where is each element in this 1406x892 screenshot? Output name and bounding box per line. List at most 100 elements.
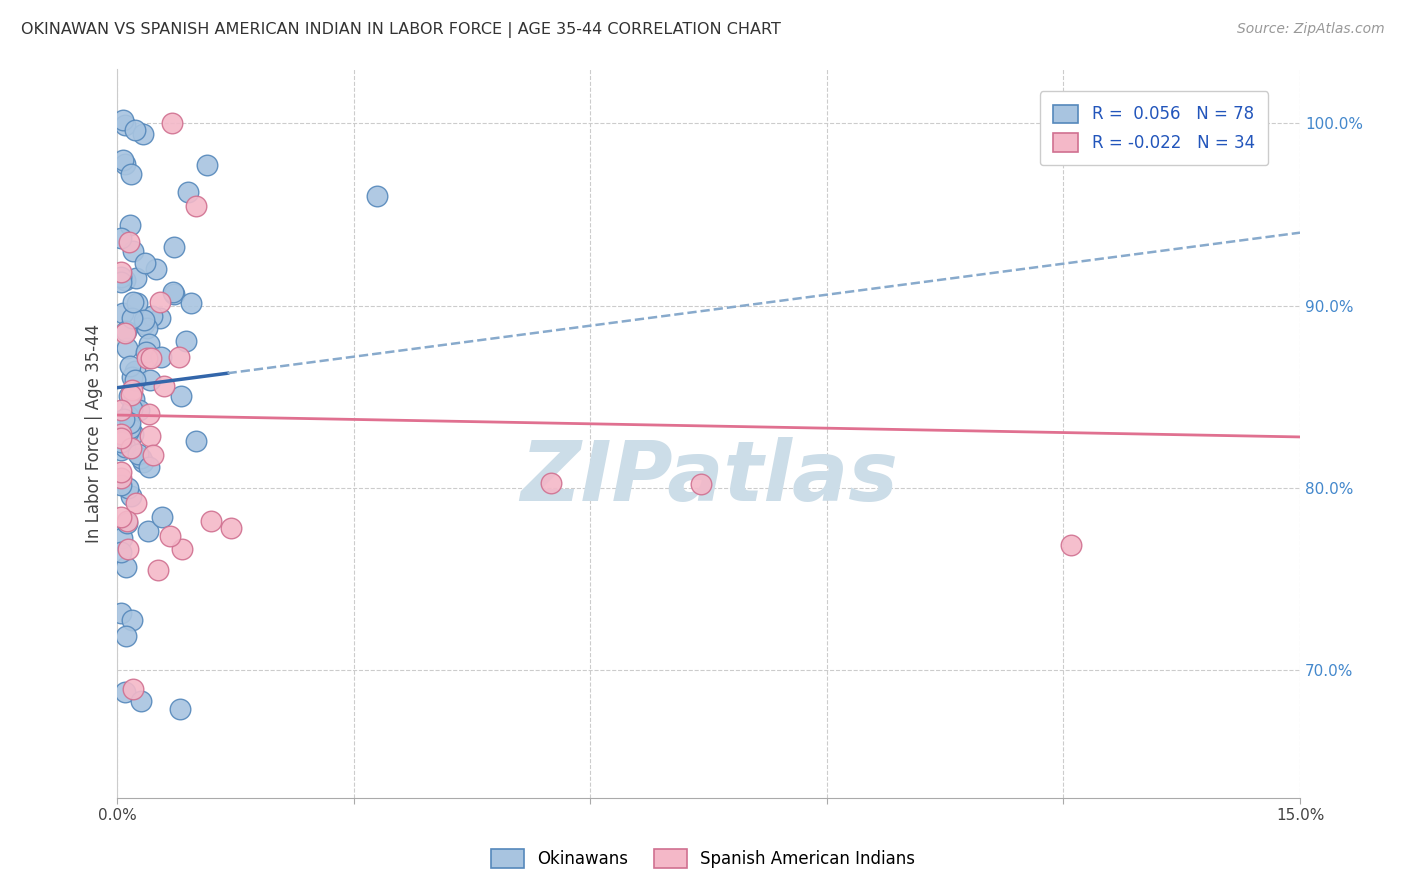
Point [121,311,143,326]
Point [139,351,162,365]
Point [127,296,149,310]
Point [124,373,146,387]
Point [120,441,142,455]
Text: ZIPatlas: ZIPatlas [520,436,897,517]
Point [118,235,141,250]
Point [149,294,172,309]
Point [162,116,184,130]
Point [118,218,141,232]
Point [138,459,160,474]
Point [121,401,143,416]
Point [121,383,143,397]
Point [129,694,152,708]
Point [163,240,186,254]
Point [128,403,150,417]
Point [111,531,134,545]
Point [117,481,139,495]
Point [197,158,219,172]
Point [146,563,169,577]
Point [121,427,143,442]
Point [115,516,138,530]
Point [118,416,141,430]
Point [112,153,135,168]
Point [114,441,136,455]
Point [117,341,139,355]
Point [135,344,157,359]
Point [110,510,132,524]
Point [132,317,155,331]
Point [134,313,156,327]
Point [219,521,242,535]
Point [145,261,167,276]
Point [110,478,132,492]
Point [117,541,139,556]
Point [167,350,190,364]
Point [110,269,132,284]
Point [115,630,138,644]
Point [110,545,132,559]
Point [114,326,136,341]
Point [110,426,132,441]
Point [1060,537,1083,551]
Point [135,351,157,366]
Point [366,189,388,203]
Point [120,359,142,374]
Point [114,157,136,171]
Point [120,403,142,417]
Point [163,287,186,301]
Text: OKINAWAN VS SPANISH AMERICAN INDIAN IN LABOR FORCE | AGE 35-44 CORRELATION CHART: OKINAWAN VS SPANISH AMERICAN INDIAN IN L… [21,22,780,38]
Point [134,255,156,269]
Point [180,295,202,310]
Point [184,199,207,213]
Point [114,118,136,132]
Point [115,514,138,528]
Point [110,606,132,620]
Point [129,451,152,466]
Point [111,305,134,319]
Point [111,112,134,127]
Legend: R =  0.056   N = 78, R = -0.022   N = 34: R = 0.056 N = 78, R = -0.022 N = 34 [1040,92,1268,165]
Point [114,685,136,699]
Point [172,541,194,556]
Point [115,324,138,338]
Point [136,524,159,538]
Point [117,389,139,403]
Point [141,309,163,323]
Point [110,265,132,279]
Text: Source: ZipAtlas.com: Source: ZipAtlas.com [1237,22,1385,37]
Point [186,434,208,448]
Point [136,321,159,335]
Point [169,389,191,403]
Point [159,529,181,543]
Point [138,407,160,421]
Point [174,334,197,348]
Point [177,185,200,199]
Point [120,421,142,435]
Point [200,514,222,528]
Point [110,230,132,244]
Point [125,271,148,285]
Y-axis label: In Labor Force | Age 35-44: In Labor Force | Age 35-44 [86,324,103,543]
Point [125,496,148,510]
Point [110,435,132,450]
Point [127,447,149,461]
Point [120,489,142,503]
Point [138,337,160,351]
Point [149,351,172,365]
Point [110,471,132,485]
Legend: Okinawans, Spanish American Indians: Okinawans, Spanish American Indians [484,843,922,875]
Point [117,425,139,439]
Point [121,370,143,384]
Point [122,244,145,258]
Point [110,275,132,289]
Point [110,465,132,479]
Point [162,285,184,299]
Point [112,412,135,426]
Point [153,378,176,392]
Point [110,443,132,458]
Point [124,364,146,378]
Point [120,388,142,402]
Point [142,448,165,462]
Point [689,477,711,491]
Point [117,409,139,424]
